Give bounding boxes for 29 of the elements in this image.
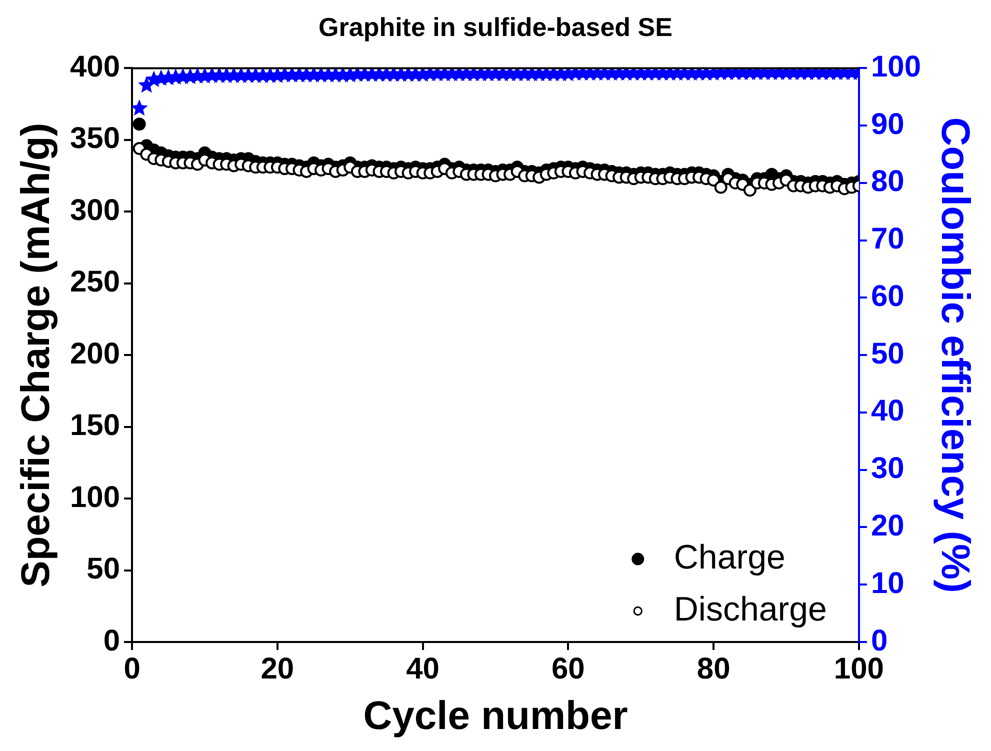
y2-tick-label: 100 [870,50,922,84]
y2-tick-label: 60 [870,280,904,313]
y-tick-label: 200 [70,337,120,370]
y-tick-label: 150 [70,409,120,442]
x-axis-title: Cycle number [363,694,628,738]
y2-tick-label: 80 [870,165,904,198]
y2-tick-label: 50 [870,337,904,370]
y-axis-title: Specific Charge (mAh/g) [14,122,58,588]
x-tick-label: 40 [406,652,440,686]
chart-title: Graphite in sulfide-based SE [318,12,672,42]
y-tick-label: 250 [70,266,120,299]
y2-axis-title: Coulombic efficiency (%) [932,117,977,593]
y2-tick-label: 40 [870,394,904,428]
y2-tick-label: 10 [870,566,904,600]
y2-tick-label: 70 [870,222,904,256]
y-tick-label: 300 [70,194,120,227]
y2-tick-label: 20 [870,510,904,543]
x-tick-label: 80 [696,652,730,686]
y2-tick-label: 30 [870,452,904,486]
y-tick-label: 0 [103,624,120,658]
y2-tick-label: 90 [870,108,904,141]
legend-label: Charge [674,538,786,576]
legend-label: Discharge [674,590,827,628]
y-tick-label: 350 [70,122,120,156]
y-tick-label: 100 [70,480,120,514]
y-tick-label: 400 [70,50,120,84]
x-tick-label: 60 [552,652,585,686]
x-tick-label: 20 [260,652,294,686]
y-tick-label: 50 [86,552,120,586]
